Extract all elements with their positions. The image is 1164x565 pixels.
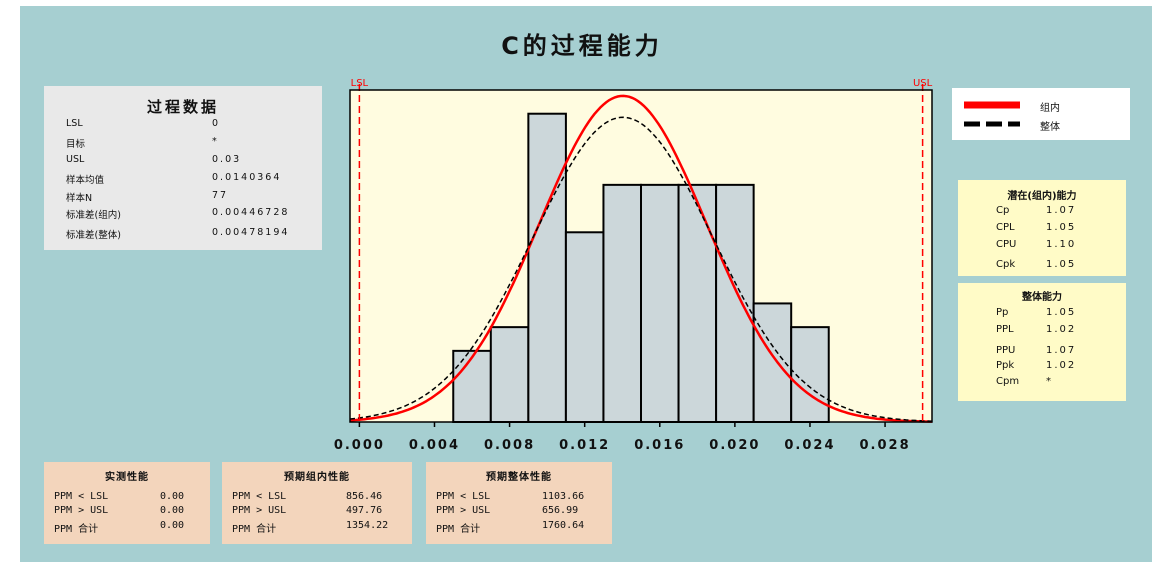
ppm-value: 0.00 xyxy=(160,505,185,516)
overall-normal-curve xyxy=(349,116,933,422)
capability-label: PPL xyxy=(996,324,1014,335)
histogram-bar xyxy=(602,183,642,423)
expected-within-title: 预期组内性能 xyxy=(284,472,350,483)
process-row-label: 样本N xyxy=(66,193,93,204)
capability-value: 1.07 xyxy=(1046,345,1077,356)
histogram-bar xyxy=(715,183,755,423)
capability-value: * xyxy=(1046,376,1053,387)
capability-label: PPU xyxy=(996,345,1016,356)
capability-label: Cpk xyxy=(996,259,1016,270)
capability-value: 1.05 xyxy=(1046,259,1077,270)
histogram-bar xyxy=(527,112,567,423)
process-row-label: LSL xyxy=(66,118,83,129)
ppm-label: PPM < LSL xyxy=(436,491,491,502)
capability-value: 1.02 xyxy=(1046,324,1077,335)
capability-value: 1.10 xyxy=(1046,239,1077,250)
ppm-value: 856.46 xyxy=(346,491,383,502)
ppm-label: PPM > USL xyxy=(54,505,109,516)
lsl-label: LSL xyxy=(351,78,369,89)
capability-label: Cpm xyxy=(996,376,1020,387)
histogram-bar xyxy=(677,183,718,423)
within-capability-panel: 潜在(组内)能力 Cp 1.07 CPL 1.05 CPU 1.10 Cpk 1… xyxy=(958,180,1126,276)
plot-frame xyxy=(349,89,933,423)
legend: 组内 整体 xyxy=(952,88,1130,140)
process-row-label: USL xyxy=(66,154,85,165)
ppm-label: PPM 合计 xyxy=(232,524,277,535)
x-tick-label: 0.020 xyxy=(709,438,760,453)
observed-performance-title: 实测性能 xyxy=(105,472,149,483)
process-data-title: 过程数据 xyxy=(146,98,219,116)
process-row-value: 0.0140364 xyxy=(212,172,282,183)
ppm-label: PPM < LSL xyxy=(232,491,287,502)
ppm-label: PPM 合计 xyxy=(54,524,99,535)
ppm-value: 1103.66 xyxy=(542,491,585,502)
ppm-value: 1760.64 xyxy=(542,520,585,531)
histogram-bar xyxy=(790,326,830,423)
process-row-value: 0 xyxy=(212,118,221,129)
x-tick-label: 0.008 xyxy=(484,438,535,453)
x-tick-label: 0.016 xyxy=(634,438,685,453)
capability-label: CPU xyxy=(996,239,1017,250)
process-data-panel: 过程数据 LSL 0 目标 * USL 0.03 样本均值 0.0140364 … xyxy=(44,86,322,250)
process-row-value: 0.00446728 xyxy=(212,207,290,218)
process-row-label: 样本均值 xyxy=(66,175,105,186)
observed-performance-panel: 实测性能 PPM < LSL 0.00 PPM > USL 0.00 PPM 合… xyxy=(44,462,210,544)
capability-value: 1.05 xyxy=(1046,222,1077,233)
process-row-value: * xyxy=(212,136,219,147)
ppm-label: PPM 合计 xyxy=(436,524,481,535)
x-tick-label: 0.024 xyxy=(784,438,835,453)
legend-within-label: 组内 xyxy=(1040,103,1060,114)
histogram-bar xyxy=(489,326,530,423)
overall-capability-title: 整体能力 xyxy=(1022,292,1062,303)
expected-within-performance-panel: 预期组内性能 PPM < LSL 856.46 PPM > USL 497.76… xyxy=(222,462,412,544)
within-normal-curve xyxy=(349,94,932,423)
histogram-bar xyxy=(564,231,605,423)
ppm-value: 0.00 xyxy=(160,491,185,502)
capability-histogram: LSL USL 0.000 0.004 0.008 0.012 0.016 0.020 0.02… xyxy=(334,78,933,453)
x-tick-label: 0.000 xyxy=(334,438,385,453)
expected-overall-title: 预期整体性能 xyxy=(486,472,552,483)
capability-label: CPL xyxy=(996,222,1015,233)
capability-value: 1.07 xyxy=(1046,205,1077,216)
x-tick-label: 0.028 xyxy=(860,438,911,453)
capability-label: Ppk xyxy=(996,360,1015,371)
x-tick-label: 0.004 xyxy=(409,438,460,453)
histogram-bar xyxy=(452,349,492,424)
process-row-label: 目标 xyxy=(66,139,86,150)
page-title: C的过程能力 xyxy=(501,32,663,60)
legend-swatches xyxy=(964,101,1020,127)
ppm-label: PPM > USL xyxy=(436,505,491,516)
process-row-value: 0.00478194 xyxy=(212,227,290,238)
capability-value: 1.02 xyxy=(1046,360,1077,371)
ppm-value: 0.00 xyxy=(160,520,185,531)
capability-value: 1.05 xyxy=(1046,307,1077,318)
process-row-value: 0.03 xyxy=(212,154,242,165)
ppm-label: PPM > USL xyxy=(232,505,287,516)
ppm-value: 497.76 xyxy=(346,505,383,516)
ppm-value: 656.99 xyxy=(542,505,579,516)
process-row-label: 标准差(组内) xyxy=(66,210,121,221)
usl-label: USL xyxy=(913,78,933,89)
expected-overall-performance-panel: 预期整体性能 PPM < LSL 1103.66 PPM > USL 656.9… xyxy=(426,462,612,544)
x-tick-label: 0.012 xyxy=(559,438,610,453)
process-row-label: 标准差(整体) xyxy=(66,230,121,241)
overall-capability-panel: 整体能力 Pp 1.05 PPL 1.02 PPU 1.07 Ppk 1.02 … xyxy=(958,283,1126,401)
histogram-bar xyxy=(640,183,680,423)
process-row-value: 77 xyxy=(212,190,229,201)
ppm-label: PPM < LSL xyxy=(54,491,109,502)
ppm-value: 1354.22 xyxy=(346,520,389,531)
capability-label: Pp xyxy=(996,307,1009,318)
capability-label: Cp xyxy=(996,205,1010,216)
within-capability-title: 潜在(组内)能力 xyxy=(1007,191,1077,202)
legend-overall-label: 整体 xyxy=(1040,122,1060,133)
